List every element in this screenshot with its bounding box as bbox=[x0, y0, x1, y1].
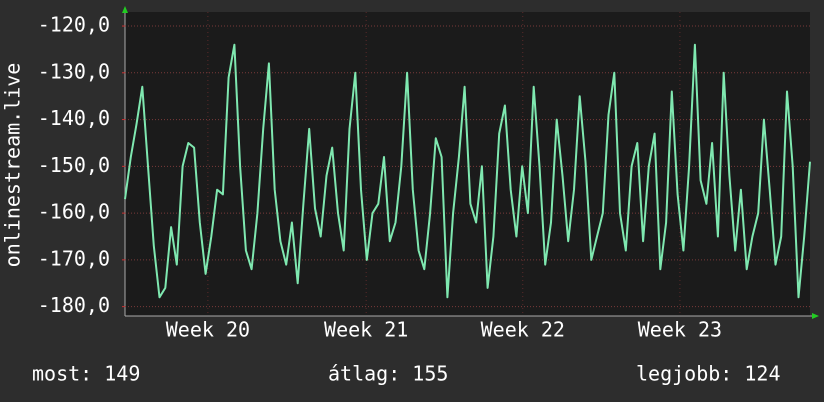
y-tick-label: -170,0 bbox=[38, 246, 110, 270]
data-line bbox=[124, 43, 811, 299]
y-tick-label: -120,0 bbox=[38, 13, 110, 37]
y-tick-label: -140,0 bbox=[38, 106, 110, 130]
x-tick-label: Week 23 bbox=[638, 318, 722, 342]
y-tick-label: -130,0 bbox=[38, 59, 110, 83]
y-arrow bbox=[122, 6, 128, 13]
y-tick-label: -150,0 bbox=[38, 153, 110, 177]
y-axis-label: onlinestream.live bbox=[1, 63, 25, 268]
x-tick-label: Week 21 bbox=[324, 318, 408, 342]
x-tick-label: Week 22 bbox=[481, 318, 565, 342]
y-tick-label: -180,0 bbox=[38, 293, 110, 317]
stat-label: átlag: 155 bbox=[328, 362, 448, 386]
x-tick-label: Week 20 bbox=[166, 318, 250, 342]
stat-label: legjobb: 124 bbox=[636, 362, 781, 386]
y-tick-label: -160,0 bbox=[38, 200, 110, 224]
x-arrow bbox=[812, 313, 819, 319]
stat-label: most: 149 bbox=[32, 362, 140, 386]
